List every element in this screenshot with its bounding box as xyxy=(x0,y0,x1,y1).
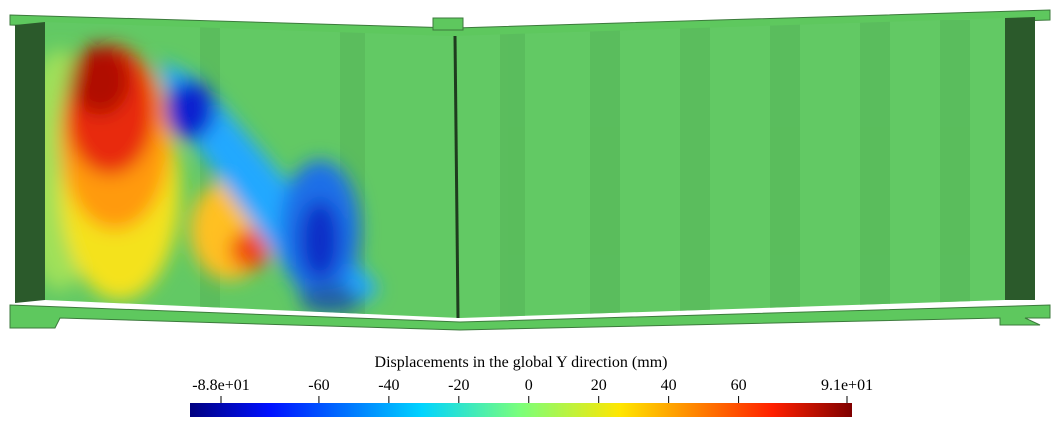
colorbar xyxy=(190,403,852,417)
web-contours xyxy=(45,20,970,318)
colorbar-tick-label: 0 xyxy=(525,377,533,394)
beam xyxy=(9,9,1051,331)
colorbar-tick-label: -40 xyxy=(378,377,399,394)
colorbar-tick-label: 9.1e+01 xyxy=(821,377,873,394)
colorbar-tick-label: 60 xyxy=(731,377,747,394)
colorbar-tick-label: -60 xyxy=(308,377,329,394)
colorbar-tick-label: 40 xyxy=(661,377,677,394)
colorbar-tick-label: 20 xyxy=(591,377,607,394)
colorbar-title: Displacements in the global Y direction … xyxy=(375,354,668,371)
colorbar-tick-label: -8.8e+01 xyxy=(192,377,249,394)
colorbar-tick-label: -20 xyxy=(448,377,469,394)
